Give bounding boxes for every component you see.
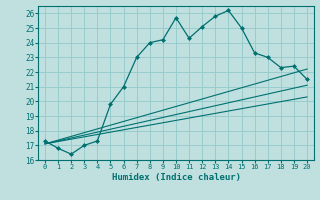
X-axis label: Humidex (Indice chaleur): Humidex (Indice chaleur): [111, 173, 241, 182]
